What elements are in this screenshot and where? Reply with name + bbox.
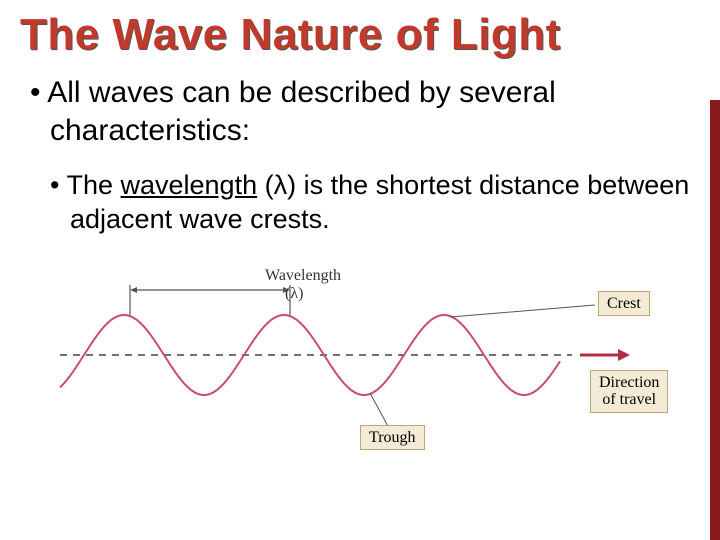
direction-label-2: of travel [602,391,656,408]
direction-label-1: Direction [599,374,659,391]
page-title: The Wave Nature of Light [0,0,720,74]
bullet-sub: The wavelength (λ) is the shortest dista… [0,169,720,237]
crest-label: Crest [607,295,641,312]
trough-label-box: Trough [360,425,425,451]
svg-text:(λ): (λ) [285,285,303,302]
crest-label-box: Crest [598,291,650,317]
bullet-sub-pre: The [66,170,120,200]
bullet-main: All waves can be described by several ch… [0,74,720,149]
direction-label-box: Direction of travel [590,370,668,413]
svg-text:Wavelength: Wavelength [265,267,341,284]
accent-stripe [710,100,720,540]
trough-label: Trough [369,429,416,446]
wave-diagram: Wavelength(λ) Crest Trough Direction of … [50,255,700,475]
bullet-sub-underlined: wavelength [121,170,258,200]
